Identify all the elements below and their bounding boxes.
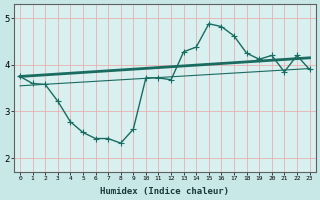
X-axis label: Humidex (Indice chaleur): Humidex (Indice chaleur) bbox=[100, 187, 229, 196]
